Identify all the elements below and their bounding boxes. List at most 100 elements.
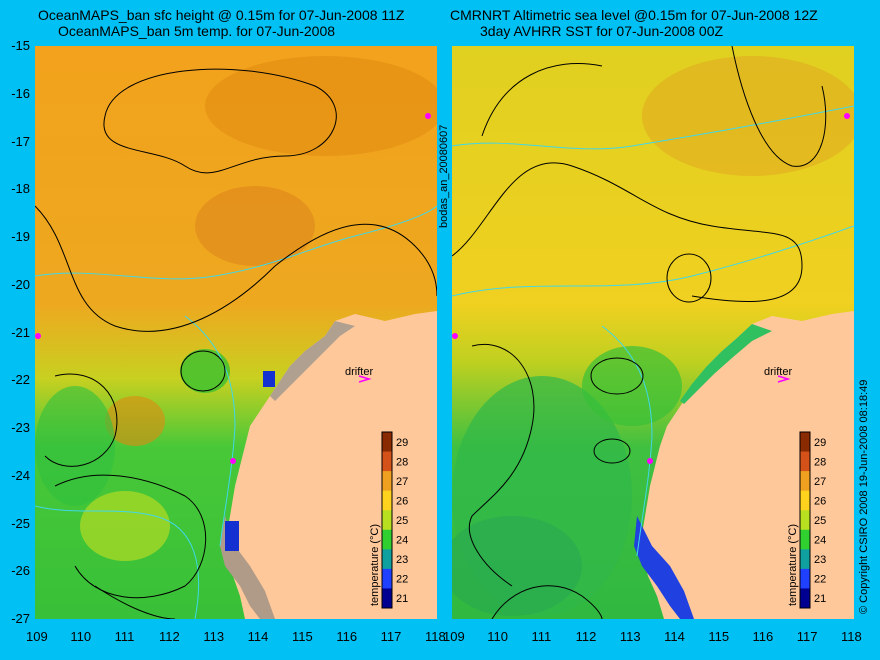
- left-colorbar: 29 28 27 26 25 24 23 22 21 temperature (°C): [369, 431, 408, 609]
- right-contour: [468, 344, 535, 587]
- x-tick-label: 112: [159, 629, 180, 644]
- left-title-line1: OceanMAPS_ban sfc height @ 0.15m for 07-…: [38, 7, 405, 23]
- right-drifter-arrow: [777, 375, 791, 383]
- left-colorbar-tick: 21: [396, 593, 408, 605]
- right-colorbar-tick: 27: [814, 476, 826, 488]
- x-tick-label: 111: [114, 629, 135, 644]
- right-colorbar-tick: 25: [814, 515, 826, 527]
- left-colorbar-swatch: [382, 568, 392, 589]
- x-tick-label: 117: [380, 629, 402, 644]
- right-colorbar-tick: 28: [814, 456, 826, 468]
- right-contour: [491, 585, 603, 619]
- left-colorbar-tick: 26: [396, 495, 408, 507]
- left-colorbar-tick: 27: [396, 476, 408, 488]
- right-colorbar-swatch: [800, 549, 810, 570]
- left-gulf-shelf: [220, 516, 275, 619]
- x-tick-label: 113: [619, 629, 641, 644]
- copyright-note: © Copyright CSIRO 2008 19-Jun-2008 08:18…: [858, 379, 870, 614]
- left-warm-patch: [205, 56, 437, 156]
- right-drifter-marker: [844, 113, 850, 119]
- left-yellow-patch: [80, 491, 170, 561]
- left-contour: [103, 68, 337, 174]
- right-colorbar-swatch: [800, 471, 810, 492]
- right-colorbar-swatch: [800, 490, 810, 511]
- y-tick-label: -15: [11, 38, 30, 53]
- right-colorbar-title: temperature (°C): [787, 524, 799, 606]
- left-cold-shallow: [263, 371, 275, 387]
- right-contour-eddy: [590, 357, 644, 395]
- left-drifter-marker: [425, 113, 431, 119]
- left-map-svg: drifter 29 28 27 26 25 24 23 22 21 temperature (°…: [35, 46, 437, 619]
- right-colorbar-tick: 26: [814, 495, 826, 507]
- right-colorbar-tick: 22: [814, 574, 826, 586]
- right-colorbar-swatch: [800, 451, 810, 472]
- left-colorbar-swatch: [382, 451, 392, 472]
- x-tick-label: 111: [531, 629, 552, 644]
- right-cool-patch: [452, 516, 582, 616]
- left-drifter-marker: [35, 333, 41, 339]
- right-colorbar-tick: 24: [814, 535, 826, 547]
- left-contour: [94, 585, 176, 619]
- left-colorbar-tick: 28: [396, 456, 408, 468]
- right-contour: [481, 63, 603, 137]
- left-map-panel: drifter 29 28 27 26 25 24 23 22 21 temperature (°…: [35, 46, 437, 619]
- x-tick-label: 109: [26, 629, 48, 644]
- left-colorbar-swatch: [382, 549, 392, 570]
- x-tick-label: 115: [708, 629, 730, 644]
- left-colorbar-tick: 29: [396, 437, 408, 449]
- left-colorbar-frame: [381, 431, 393, 609]
- left-contour: [44, 373, 118, 467]
- right-colorbar-swatch: [800, 510, 810, 531]
- y-tick-label: -22: [11, 372, 30, 388]
- left-drifter-marker: [230, 458, 236, 464]
- left-isobath: [35, 205, 437, 280]
- left-isobath: [35, 505, 200, 619]
- y-tick-label: -26: [11, 563, 30, 579]
- right-colorbar-tick: 29: [814, 437, 826, 449]
- y-tick-label: -17: [11, 133, 30, 149]
- x-tick-label: 116: [752, 629, 774, 644]
- right-colorbar-swatch: [800, 568, 810, 589]
- y-tick-label: -27: [11, 611, 30, 626]
- right-contour-eddy: [593, 438, 631, 464]
- left-colorbar-swatch: [382, 529, 392, 550]
- y-tick-label: -19: [11, 229, 30, 244]
- left-cool-eddy: [180, 349, 230, 393]
- x-tick-label: 115: [292, 629, 313, 644]
- x-tick-label: 118: [425, 629, 446, 644]
- left-colorbar-title: temperature (°C): [369, 524, 381, 606]
- x-tick-label: 114: [247, 629, 269, 644]
- left-colorbar-swatch: [382, 471, 392, 492]
- x-tick-label: 117: [796, 629, 818, 644]
- right-drifter-marker: [647, 458, 653, 464]
- left-contour: [54, 474, 207, 599]
- x-tick-label: 109: [443, 629, 465, 644]
- right-contour: [731, 46, 827, 167]
- x-tick-label: 110: [70, 629, 92, 644]
- left-colorbar-tick: 24: [396, 535, 408, 547]
- right-contour-eddy: [666, 253, 712, 303]
- left-warm-patch: [195, 186, 315, 266]
- left-drifter-label: drifter: [345, 366, 373, 378]
- right-drifter-label: drifter: [764, 366, 792, 378]
- left-cool-patch: [35, 386, 115, 506]
- y-tick-label: -20: [11, 276, 30, 292]
- y-tick-label: -21: [11, 324, 30, 340]
- left-colorbar-tick: 25: [396, 515, 408, 527]
- right-isobath: [452, 225, 854, 297]
- left-isobath: [184, 315, 236, 547]
- right-drifter-marker: [452, 333, 458, 339]
- right-colorbar-tick: 23: [814, 554, 826, 566]
- left-warm-patch: [105, 396, 165, 446]
- right-coastal-strip: [680, 324, 772, 404]
- right-colorbar-swatch: [800, 432, 810, 453]
- x-tick-label: 118: [841, 629, 862, 644]
- right-title-line1: CMRNRT Altimetric sea level @0.15m for 0…: [450, 7, 818, 23]
- y-tick-label: -18: [11, 181, 30, 197]
- left-contour: [35, 205, 437, 332]
- x-tick-label: 114: [664, 629, 685, 644]
- left-title-line2: OceanMAPS_ban 5m temp. for 07-Jun-2008: [58, 23, 336, 39]
- right-contour: [452, 162, 803, 303]
- x-tick-label: 113: [203, 629, 225, 644]
- right-colorbar-swatch: [800, 588, 810, 609]
